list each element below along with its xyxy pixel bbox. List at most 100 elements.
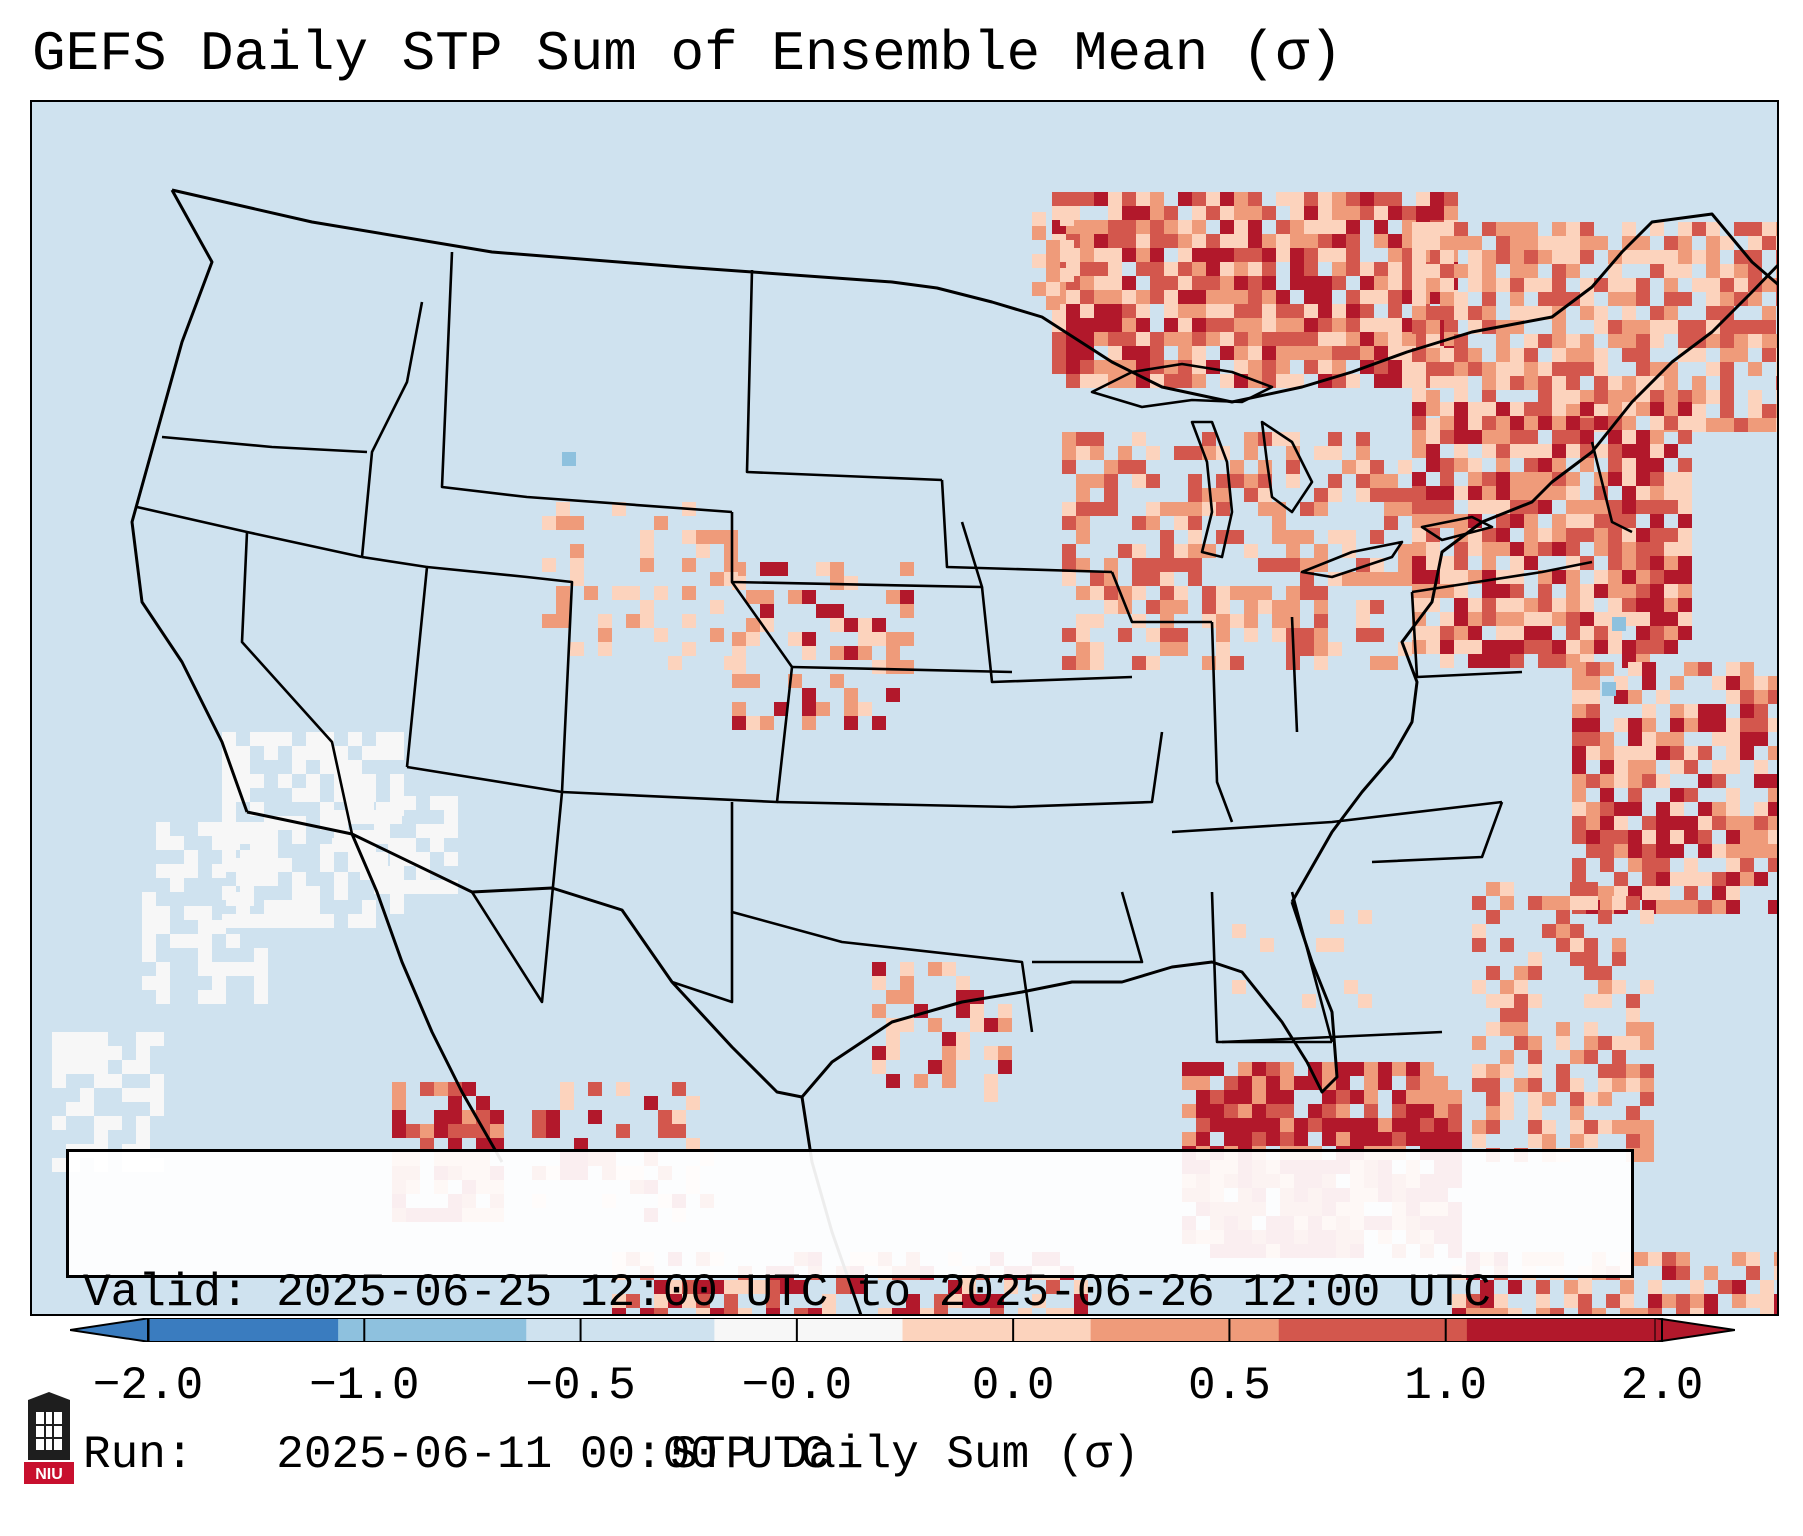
stp-cell [1628, 760, 1642, 774]
stp-cell [1046, 1308, 1060, 1314]
stp-cell [1608, 430, 1622, 444]
stp-cell [1304, 346, 1318, 360]
stp-cell [1566, 376, 1580, 390]
stp-cell [948, 1294, 962, 1308]
stp-cell [1566, 222, 1580, 236]
stp-cell [886, 646, 900, 660]
stp-cell [1524, 528, 1538, 542]
stp-cell [1160, 558, 1174, 572]
stp-cell [1762, 418, 1776, 432]
stp-cell [1510, 556, 1524, 570]
stp-cell [1508, 1280, 1522, 1294]
stp-cell [1528, 1064, 1542, 1078]
stp-cell [1206, 318, 1220, 332]
stp-cell [1524, 472, 1538, 486]
stp-cell [732, 702, 746, 716]
stp-cell [1430, 192, 1444, 206]
colorbar-tick-label: −0.5 [525, 1360, 636, 1412]
stp-cell [710, 600, 724, 614]
stp-cell [1538, 626, 1552, 640]
stp-cell [1164, 374, 1178, 388]
stp-cell [1122, 304, 1136, 318]
stp-cell [1622, 222, 1636, 236]
stp-cell [1364, 1062, 1378, 1076]
stp-cell [844, 716, 858, 730]
stp-cell [250, 732, 264, 746]
stp-cell [1586, 718, 1600, 732]
stp-cell [1178, 248, 1192, 262]
stp-cell [1594, 306, 1608, 320]
stp-cell [1698, 774, 1712, 788]
stp-cell [1392, 1132, 1406, 1146]
stp-cell [1234, 248, 1248, 262]
stp-cell [1628, 662, 1642, 676]
stp-cell [80, 1060, 94, 1074]
stp-cell [1580, 584, 1594, 598]
stp-cell [1440, 654, 1454, 668]
stp-cell [1448, 1132, 1462, 1146]
stp-cell [1768, 774, 1777, 788]
stp-cell [1578, 1294, 1592, 1308]
stp-cell [1076, 516, 1090, 530]
stp-cell [1496, 278, 1510, 292]
stp-cell [816, 562, 830, 576]
stp-cell [1178, 234, 1192, 248]
stp-cell [1304, 234, 1318, 248]
stp-cell [1454, 222, 1468, 236]
stp-cell [1032, 1294, 1046, 1308]
stp-cell [1580, 362, 1594, 376]
stp-cell [1566, 264, 1580, 278]
stp-cell [444, 852, 458, 866]
stp-cell [388, 810, 402, 824]
stp-cell [1332, 262, 1346, 276]
stp-cell [1614, 690, 1628, 704]
stp-cell [1314, 502, 1328, 516]
stp-cell [1046, 296, 1060, 310]
stp-cell [1774, 1294, 1777, 1308]
stp-cell [1636, 444, 1650, 458]
stp-cell [1678, 472, 1692, 486]
stp-cell [1076, 628, 1090, 642]
stp-cell [1650, 528, 1664, 542]
stp-cell [136, 1116, 150, 1130]
stp-cell [1062, 432, 1076, 446]
stp-cell [1032, 282, 1046, 296]
stp-cell [1712, 774, 1726, 788]
stp-cell [1566, 612, 1580, 626]
stp-cell [1252, 1104, 1266, 1118]
stp-cell [1388, 374, 1402, 388]
stp-cell [490, 1124, 504, 1138]
stp-cell [1684, 788, 1698, 802]
stp-cell [1570, 882, 1584, 896]
stp-cell [1676, 1252, 1690, 1266]
stp-cell [1650, 500, 1664, 514]
stp-cell [644, 1096, 658, 1110]
stp-cell [1690, 1308, 1704, 1314]
stp-cell [1528, 1134, 1542, 1148]
colorbar-tick-label: −2.0 [92, 1360, 204, 1412]
stp-cell [1636, 570, 1650, 584]
stp-cell [1192, 332, 1206, 346]
stp-cell [1720, 334, 1734, 348]
stp-cell [1440, 362, 1454, 376]
stp-cell [1634, 1308, 1648, 1314]
stp-cell [1726, 746, 1740, 760]
stp-cell [66, 1102, 80, 1116]
stp-cell [1136, 192, 1150, 206]
stp-cell [1704, 1308, 1718, 1314]
stp-cell [278, 914, 292, 928]
stp-cell [80, 1088, 94, 1102]
stp-cell [1776, 362, 1777, 376]
stp-cell [900, 632, 914, 646]
stp-cell [1290, 332, 1304, 346]
stp-cell [934, 1308, 948, 1314]
stp-cell [906, 1308, 920, 1314]
stp-cell [1472, 1120, 1486, 1134]
stp-cell [198, 962, 212, 976]
stp-cell [334, 746, 348, 760]
stp-cell [1670, 718, 1684, 732]
stp-cell [1538, 640, 1552, 654]
stp-cell [934, 1294, 948, 1308]
stp-cell [1684, 662, 1698, 676]
stp-cell [1060, 240, 1074, 254]
